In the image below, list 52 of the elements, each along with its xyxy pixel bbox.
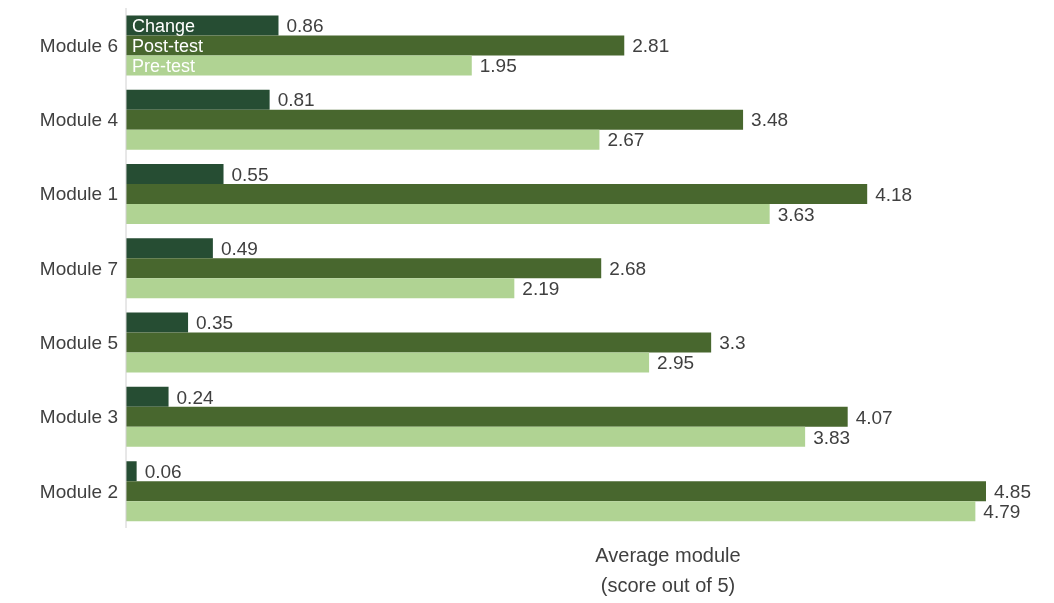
bar (126, 89, 270, 110)
data-label: 0.06 (144, 460, 182, 482)
series-label: Pre-test (132, 55, 196, 76)
data-label: 0.24 (176, 386, 214, 408)
bar (126, 501, 976, 522)
data-label: 4.85 (994, 480, 1031, 502)
y-tick-label: Module 2 (39, 480, 118, 502)
y-tick-label: Module 6 (39, 34, 118, 56)
data-label: 0.55 (231, 163, 269, 185)
data-label: 0.81 (277, 89, 315, 111)
bar (126, 164, 224, 184)
bar (126, 184, 868, 204)
bar (126, 55, 472, 76)
data-label: 3.48 (751, 109, 789, 131)
bar (126, 461, 137, 482)
data-label: 0.35 (196, 312, 234, 334)
y-tick-label: Module 4 (39, 109, 119, 131)
data-label: 2.68 (609, 258, 647, 280)
data-label: 2.67 (607, 129, 645, 151)
data-label: 4.18 (875, 183, 913, 205)
bar (126, 204, 770, 224)
data-label: 2.95 (657, 352, 695, 374)
bar (126, 352, 650, 373)
series-label: Change (132, 15, 196, 36)
data-label: 0.86 (286, 15, 324, 37)
bar (126, 238, 213, 259)
data-label: 0.49 (220, 238, 258, 260)
bar (126, 109, 744, 130)
bar (126, 332, 712, 353)
bar (126, 481, 986, 502)
bar (126, 278, 515, 299)
data-label: 4.07 (855, 406, 893, 428)
data-label: 3.3 (719, 332, 746, 354)
x-axis-title: Average module (score out of 5) (594, 543, 742, 598)
data-label: 2.19 (522, 278, 560, 300)
data-label: 1.95 (479, 55, 517, 77)
y-tick-label: Module 1 (39, 183, 118, 205)
series-label: Post-test (132, 35, 204, 56)
bar (126, 312, 189, 333)
bar (126, 35, 625, 56)
data-label: 2.81 (632, 35, 670, 57)
bar (126, 386, 169, 407)
bar (126, 406, 848, 427)
y-tick-label: Module 3 (39, 406, 118, 428)
data-label: 3.63 (777, 203, 815, 225)
y-tick-label: Module 5 (39, 332, 118, 354)
y-tick-label: Module 7 (39, 257, 118, 279)
data-label: 4.79 (983, 500, 1021, 522)
data-label: 3.83 (813, 426, 851, 448)
bar (126, 258, 602, 279)
bar (126, 426, 806, 447)
bar (126, 129, 600, 150)
